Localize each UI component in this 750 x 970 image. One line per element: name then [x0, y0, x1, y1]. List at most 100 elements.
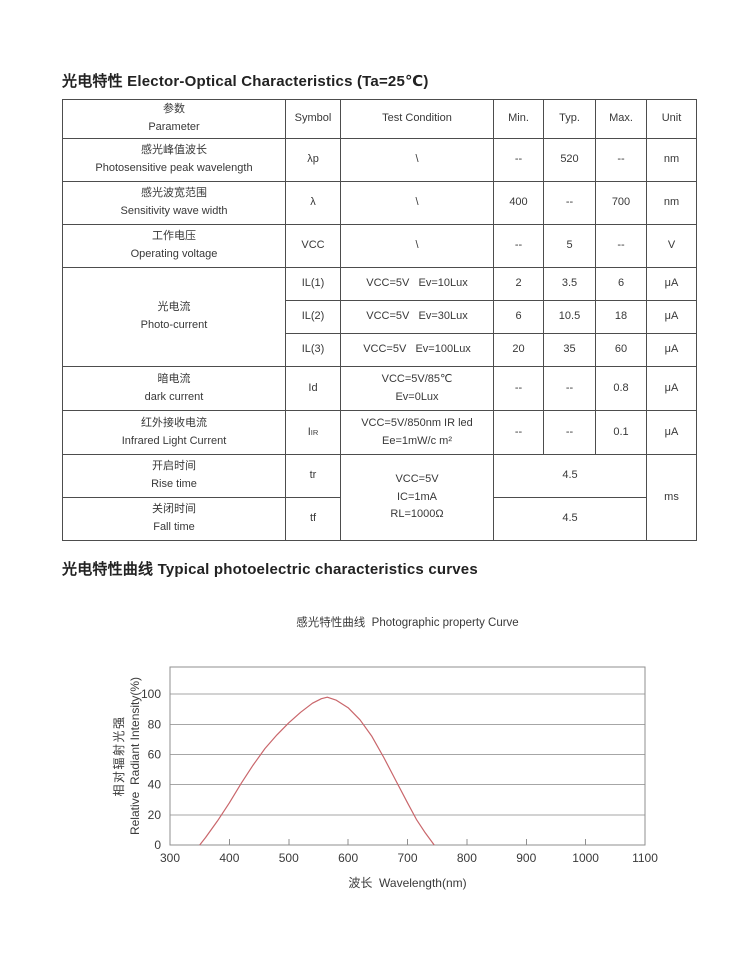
col-header-typ: Typ. — [543, 99, 596, 139]
condition-cell-rise-fall: VCC=5V IC=1mA RL=1000Ω — [340, 454, 494, 541]
max-cell: 0.8 — [595, 366, 647, 411]
y-tick-label: 20 — [148, 808, 162, 822]
chart-title: 感光特性曲线 Photographic property Curve — [296, 617, 519, 629]
row-dark-current: 暗电流 dark current Id VCC=5V/85℃ Ev=0Lux -… — [62, 366, 697, 411]
max-cell: 6 — [595, 267, 647, 301]
y-tick-label: 40 — [148, 778, 162, 792]
symbol-cell: IL(2) — [285, 300, 341, 334]
param-zh: 暗电流 — [157, 372, 191, 385]
section-title-electro-optical: 光电特性 Elector-Optical Characteristics (Ta… — [62, 73, 429, 90]
unit-cell: μA — [646, 300, 697, 334]
param-en: Fall time — [153, 521, 195, 533]
condition-line1: VCC=5V — [395, 473, 439, 486]
param-zh: 光电流 — [157, 301, 191, 314]
param-cell: 暗电流 dark current — [62, 366, 286, 411]
symbol-main: I — [307, 425, 311, 438]
x-tick-label: 300 — [160, 851, 180, 865]
col-header-symbol: Symbol — [285, 99, 341, 139]
col-header-parameter: 参数 Parameter — [62, 99, 286, 139]
symbol-cell: λ — [285, 181, 341, 225]
x-tick-label: 700 — [397, 851, 417, 865]
row-infrared-current: 红外接收电流 Infrared Light Current IIR VCC=5V… — [62, 410, 697, 455]
x-tick-label: 800 — [457, 851, 477, 865]
min-cell: -- — [493, 224, 544, 268]
param-en: Infrared Light Current — [121, 434, 227, 447]
min-cell: -- — [493, 138, 544, 182]
typ-cell: -- — [543, 181, 596, 225]
param-en: Photo-current — [140, 319, 208, 331]
spectral-response-curve — [199, 696, 435, 846]
min-cell: 20 — [493, 333, 544, 367]
unit-cell: μA — [646, 366, 697, 411]
condition-line2: IC=1mA — [396, 490, 438, 503]
x-tick-label: 600 — [338, 851, 358, 865]
param-zh: 开启时间 — [152, 460, 196, 473]
col-header-min: Min. — [493, 99, 544, 139]
table-header-row: 参数 Parameter Symbol Test Condition Min. … — [62, 99, 697, 139]
param-en: Operating voltage — [130, 248, 218, 260]
param-zh: 工作电压 — [152, 230, 196, 243]
condition-cell: \ — [340, 224, 494, 268]
min-cell: -- — [493, 366, 544, 411]
photoelectric-curve-chart: 0 20 40 60 80 100 300 400 500 600 700 800 900 1000 110… — [141, 666, 658, 865]
min-cell: 2 — [493, 267, 544, 301]
unit-cell-ms: ms — [646, 454, 697, 541]
min-cell: -- — [493, 410, 544, 455]
min-cell: 6 — [493, 300, 544, 334]
row-fall-time: 关闭时间 Fall time tf 4.5 — [62, 497, 697, 541]
typ-cell: 35 — [543, 333, 596, 367]
max-cell: -- — [595, 224, 647, 268]
condition-cell: VCC=5V/850nm IR led Ee=1mW/c m² — [340, 410, 494, 455]
typ-cell: 5 — [543, 224, 596, 268]
col-header-test-condition: Test Condition — [340, 99, 494, 139]
param-cell: 工作电压 Operating voltage — [62, 224, 286, 268]
unit-cell: nm — [646, 181, 697, 225]
max-cell: -- — [595, 138, 647, 182]
symbol-cell: Id — [285, 366, 341, 411]
param-zh: 关闭时间 — [152, 503, 196, 516]
param-en: Photosensitive peak wavelength — [95, 162, 253, 174]
param-en: Sensitivity wave width — [120, 205, 228, 217]
param-cell: 红外接收电流 Infrared Light Current — [62, 410, 286, 455]
unit-cell: μA — [646, 267, 697, 301]
typ-cell: 3.5 — [543, 267, 596, 301]
value-cell-rise: 4.5 — [493, 454, 647, 498]
unit-cell: nm — [646, 138, 697, 182]
condition-cell: VCC=5V Ev=30Lux — [340, 300, 494, 334]
y-tick-label: 100 — [141, 687, 161, 701]
max-cell: 18 — [595, 300, 647, 334]
header-parameter-zh: 参数 — [163, 103, 185, 116]
condition-cell: VCC=5V/85℃ Ev=0Lux — [340, 366, 494, 411]
param-zh: 感光波宽范围 — [141, 187, 207, 200]
value-cell-fall: 4.5 — [493, 497, 647, 541]
param-cell: 感光波宽范围 Sensitivity wave width — [62, 181, 286, 225]
condition-cell: VCC=5V Ev=10Lux — [340, 267, 494, 301]
row-photo-current-il1: 光电流 Photo-current IL(1) VCC=5V Ev=10Lux … — [62, 267, 697, 367]
typ-cell: 10.5 — [543, 300, 596, 334]
param-cell: 感光峰值波长 Photosensitive peak wavelength — [62, 138, 286, 182]
row-peak-wavelength: 感光峰值波长 Photosensitive peak wavelength λp… — [62, 138, 697, 182]
section-title-curves: 光电特性曲线 Typical photoelectric characteris… — [62, 561, 478, 578]
param-zh: 感光峰值波长 — [141, 144, 207, 157]
symbol-cell: IIR — [285, 410, 341, 455]
eo-characteristics-table: 参数 Parameter Symbol Test Condition Min. … — [62, 99, 697, 541]
y-tick-label: 60 — [148, 747, 162, 761]
condition-cell: \ — [340, 138, 494, 182]
unit-cell: V — [646, 224, 697, 268]
condition-line3: RL=1000Ω — [390, 508, 444, 521]
y-tick-label: 0 — [154, 838, 161, 852]
condition-cell: VCC=5V Ev=100Lux — [340, 333, 494, 367]
typ-cell: -- — [543, 410, 596, 455]
condition-line2: Ev=0Lux — [395, 390, 439, 403]
x-tick-label: 400 — [219, 851, 239, 865]
max-cell: 0.1 — [595, 410, 647, 455]
condition-cell: \ — [340, 181, 494, 225]
symbol-cell: tf — [285, 497, 341, 541]
x-tick-label: 1000 — [572, 851, 599, 865]
row-rise-time: 开启时间 Rise time tr VCC=5V IC=1mA RL=1000Ω… — [62, 454, 697, 541]
symbol-cell: IL(1) — [285, 267, 341, 301]
row-wave-width: 感光波宽范围 Sensitivity wave width λ \ 400 --… — [62, 181, 697, 225]
x-tick-label: 1100 — [632, 851, 658, 865]
param-zh: 红外接收电流 — [141, 416, 207, 429]
x-tick-label: 900 — [516, 851, 536, 865]
